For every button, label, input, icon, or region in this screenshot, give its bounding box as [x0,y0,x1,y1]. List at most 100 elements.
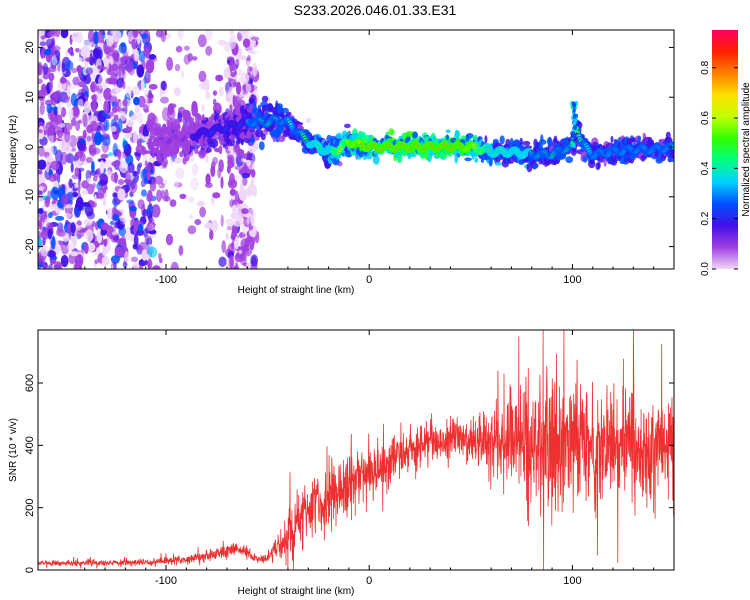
spectrogram-blob [38,169,43,175]
ridge-halo [205,147,212,153]
spectrogram-blob [225,218,235,225]
spectrogram-blob [178,245,184,256]
spectrogram-blob [44,99,54,107]
ridge-halo [233,107,237,115]
spectrogram-blob [55,149,63,164]
spectrogram-blob [45,38,55,49]
spectrogram-blob [154,175,164,185]
spectrogram-blob [140,79,145,92]
spectrogram-blob [85,156,93,164]
spectrogram-blob [97,75,104,90]
spectrogram-blob [344,123,351,129]
snr-xtick-label: -100 [155,575,177,587]
ridge-halo [165,126,173,132]
spectrogram-blob [199,82,205,91]
spectrogram-blob [112,142,118,157]
spectrogram-blob [237,69,243,77]
ridge-halo [235,102,242,108]
spectrogram-blob [64,131,71,143]
ridge-spike [571,101,576,107]
spectrogram-blob [38,78,43,85]
spectrogram-blob [47,31,54,38]
spectrogram-blob [111,106,118,114]
spectrogram-blob [64,50,69,56]
ridge-halo [598,143,603,148]
spectrogram-ytick-label: 20 [24,41,36,53]
spectrogram-blob [64,212,72,218]
spectrogram-blob [41,257,46,267]
spectrogram-blob [100,153,109,159]
spectrogram-blob [205,30,213,41]
ridge-halo [499,135,505,145]
ridge-halo [179,151,184,158]
spectrogram-blob [122,140,129,150]
ridge-halo [524,145,533,150]
spectrogram-blob [48,66,57,73]
spectrogram-blob [250,215,255,227]
spectrogram-blob [38,129,43,134]
spectrogram-blob [86,135,92,142]
spectrogram-blob [74,259,81,269]
spectrogram-blob [249,243,255,250]
spectrogram-blob [165,233,174,246]
spectrogram-blob [217,39,227,46]
colorbar-tick-label: 0.4 [700,161,711,175]
spectrogram-blob [92,182,96,188]
spectrogram-blob [103,87,113,101]
spectrogram-blob [80,138,87,144]
spectrogram-blob [107,77,116,85]
spectrogram-blob [78,80,87,88]
spectrogram-blob [91,161,95,173]
spectrogram-blob [38,174,43,185]
spectrogram-blob [44,264,50,269]
spectrogram-blob [38,220,43,231]
spectrogram-blob [113,198,117,210]
spectrogram-blob [38,189,41,196]
ridge-halo [484,135,488,144]
ridge-spike [573,125,577,131]
ridge-halo [553,135,558,144]
spectrogram-blob [148,246,158,258]
spectrogram-blob [134,106,141,114]
ridge-halo [597,162,601,169]
spectrogram-blob [227,179,238,189]
spectrogram-blob [54,261,62,269]
spectrogram-blob [133,234,139,247]
spectrogram-blob [249,66,253,72]
spectrogram-blob [100,222,110,231]
spectrogram-blob [70,251,79,257]
spectrogram-blob [97,65,105,70]
spectrogram-blob [75,230,85,238]
spectrogram-blob [38,89,46,101]
spectrogram-blob [144,235,152,246]
spectrogram-blob [233,210,242,222]
spectrogram-blob [102,247,108,257]
spectrogram-blob [228,35,237,49]
spectrogram-blob [38,235,42,249]
spectrogram-blob [169,199,177,208]
spectrogram-blob [91,99,98,113]
spectrogram-blob [141,249,148,261]
snr-frame [37,329,675,571]
spectrogram-blob [132,30,139,39]
spectrogram-xlabel: Height of straight line (km) [238,285,355,296]
ridge-halo [466,133,474,139]
spectrogram-blob [229,59,236,72]
spectrogram-blob [96,90,101,103]
spectrogram-blob [137,95,146,108]
spectrogram-blob [70,222,76,234]
spectrogram-blob [160,80,167,91]
spectrogram-blob [174,63,181,72]
colorbar-tick-label: 0.0 [700,262,711,276]
spectrogram-blob [140,179,146,188]
ridge-halo [454,129,460,138]
spectrogram-blob [38,207,44,215]
spectrogram-blob [85,229,94,243]
spectrogram-blob [245,83,252,93]
spectrogram-blob [86,124,94,134]
spectrogram-blob [137,112,144,125]
spectrogram-blob [212,156,219,165]
spectrogram-blob [50,186,60,200]
ridge-halo [622,155,629,160]
spectrogram-blob [65,153,75,164]
